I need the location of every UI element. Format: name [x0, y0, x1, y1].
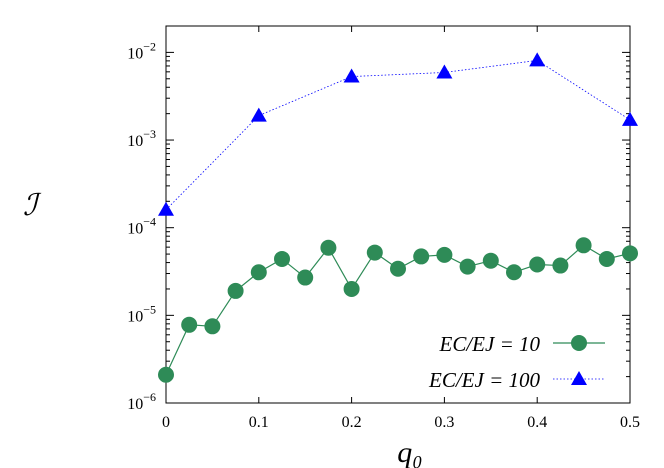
point	[413, 248, 430, 265]
point	[459, 258, 476, 275]
point	[250, 107, 267, 122]
point	[436, 246, 453, 263]
series-line	[165, 59, 631, 211]
point	[552, 257, 569, 274]
y-tick-label: 10−4	[127, 215, 156, 238]
y-axis-title: ℐ	[23, 189, 42, 222]
point	[506, 264, 522, 281]
x-tick-label: 0.3	[434, 414, 454, 431]
point	[529, 52, 546, 67]
legend-label: EC/EJ = 100	[428, 368, 540, 392]
point	[204, 318, 221, 335]
legend-marker	[571, 371, 587, 385]
point	[598, 250, 615, 267]
point	[181, 316, 198, 333]
point	[366, 244, 383, 261]
y-tick-label: 10−6	[127, 390, 156, 413]
point	[297, 269, 314, 286]
y-tick-label: 10−3	[127, 127, 156, 150]
y-tick-exponent: −5	[143, 302, 156, 316]
y-tick-base: 10	[127, 45, 143, 62]
y-tick-base: 10	[127, 133, 143, 150]
y-tick-exponent: −3	[143, 127, 156, 141]
y-tick-base: 10	[127, 396, 143, 413]
point	[529, 256, 546, 273]
legend-marker	[571, 335, 587, 351]
y-tick-exponent: −4	[143, 215, 156, 229]
point	[575, 237, 592, 254]
point	[250, 264, 267, 281]
y-tick-base: 10	[127, 308, 143, 325]
point	[320, 239, 337, 256]
y-tick-base: 10	[127, 221, 143, 238]
y-tick-exponent: −2	[143, 39, 156, 53]
point	[390, 260, 406, 277]
y-tick-exponent: −6	[143, 390, 156, 404]
point	[622, 245, 638, 262]
plot-frame	[165, 25, 631, 404]
point	[274, 250, 290, 267]
x-tick-label: 0.2	[342, 414, 362, 431]
point	[227, 282, 244, 299]
x-tick-label: 0.1	[249, 414, 269, 431]
legend-label: EC/EJ = 10	[439, 332, 541, 356]
x-axis-title: q₀	[397, 436, 422, 468]
y-tick-label: 10−5	[127, 302, 156, 325]
x-tick-label: 0.4	[527, 414, 547, 431]
point	[482, 252, 499, 269]
y-tick-label: 10−2	[127, 39, 156, 62]
x-tick-label: 0	[162, 414, 170, 431]
point	[436, 64, 453, 79]
point	[343, 280, 360, 297]
point	[622, 111, 638, 126]
point	[343, 68, 360, 83]
x-tick-label: 0.5	[620, 414, 640, 431]
point	[158, 366, 174, 383]
point	[158, 201, 174, 216]
